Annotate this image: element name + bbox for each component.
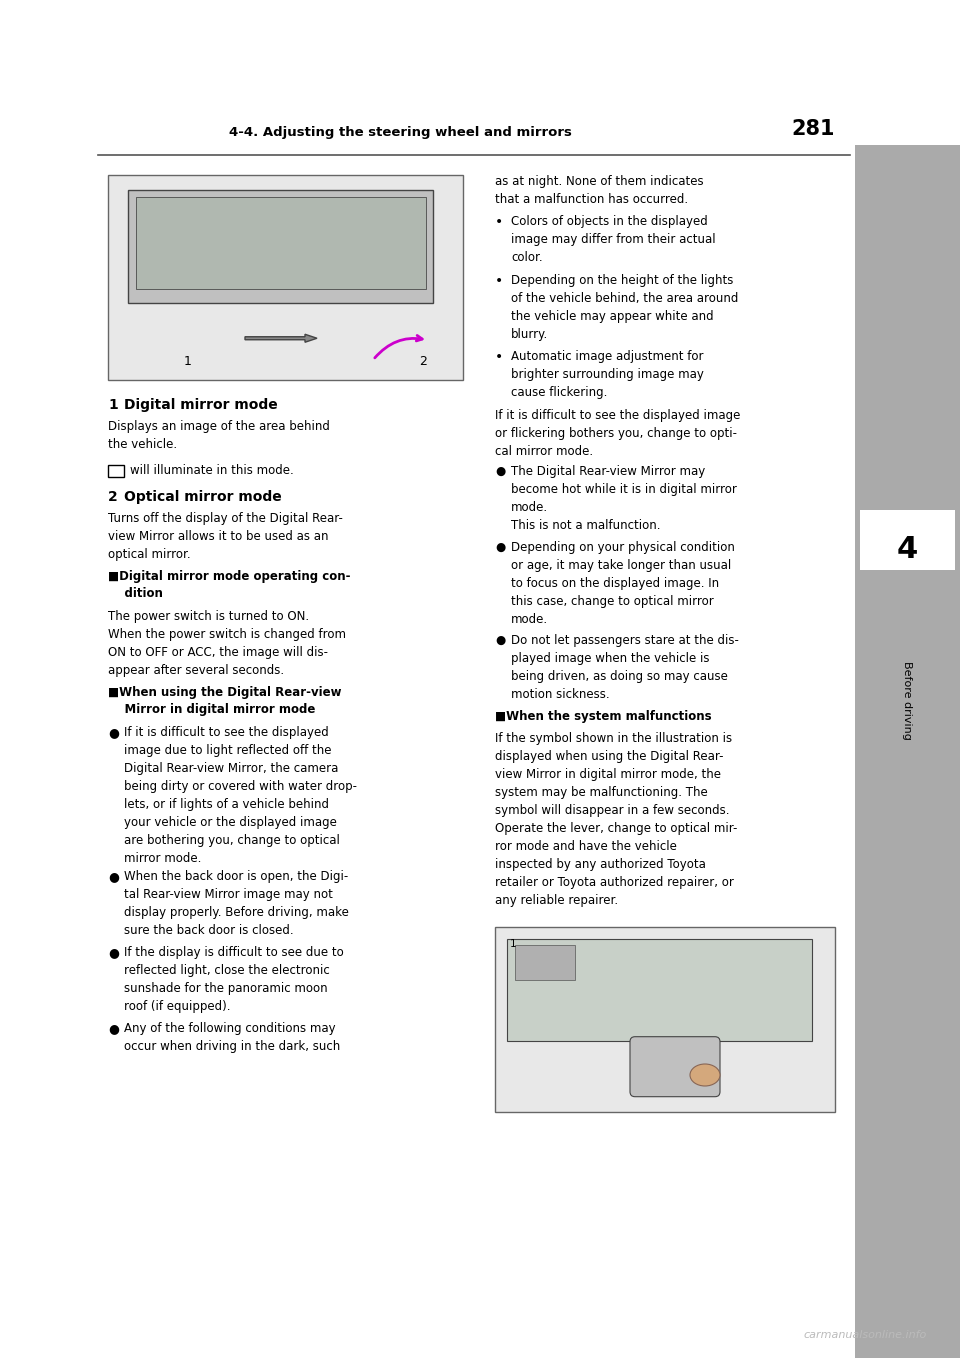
Text: Optical mirror mode: Optical mirror mode <box>124 490 281 504</box>
Bar <box>855 145 960 1358</box>
Bar <box>108 175 463 380</box>
Text: ■When the system malfunctions: ■When the system malfunctions <box>495 710 711 722</box>
Text: ■When using the Digital Rear-view
    Mirror in digital mirror mode: ■When using the Digital Rear-view Mirror… <box>108 686 342 716</box>
Text: •: • <box>495 274 503 288</box>
Bar <box>108 464 124 477</box>
Text: The power switch is turned to ON.
When the power switch is changed from
ON to OF: The power switch is turned to ON. When t… <box>108 610 346 678</box>
Text: Depending on your physical condition
or age, it may take longer than usual
to fo: Depending on your physical condition or … <box>511 540 734 626</box>
FancyArrow shape <box>245 334 317 342</box>
Text: Displays an image of the area behind
the vehicle.: Displays an image of the area behind the… <box>108 420 330 451</box>
Text: Do not let passengers stare at the dis-
played image when the vehicle is
being d: Do not let passengers stare at the dis- … <box>511 634 739 701</box>
Text: If the symbol shown in the illustration is
displayed when using the Digital Rear: If the symbol shown in the illustration … <box>495 732 737 907</box>
Text: If it is difficult to see the displayed image
or flickering bothers you, change : If it is difficult to see the displayed … <box>495 409 740 458</box>
Text: •: • <box>495 215 503 230</box>
Text: 2: 2 <box>420 354 427 368</box>
Text: ■Digital mirror mode operating con-
    dition: ■Digital mirror mode operating con- diti… <box>108 570 350 600</box>
Text: 1: 1 <box>108 398 118 411</box>
Text: Digital mirror mode: Digital mirror mode <box>124 398 277 411</box>
Bar <box>515 945 575 980</box>
Text: Turns off the display of the Digital Rear-
view Mirror allows it to be used as a: Turns off the display of the Digital Rea… <box>108 512 343 561</box>
Text: •: • <box>495 350 503 364</box>
Text: 281: 281 <box>791 120 835 139</box>
Text: ●: ● <box>108 1023 119 1035</box>
Text: 2: 2 <box>108 490 118 504</box>
Text: ●: ● <box>495 464 505 478</box>
Text: 1: 1 <box>184 354 192 368</box>
Text: as at night. None of them indicates
that a malfunction has occurred.: as at night. None of them indicates that… <box>495 175 704 206</box>
Text: ●: ● <box>495 540 505 554</box>
Text: If the display is difficult to see due to
reflected light, close the electronic
: If the display is difficult to see due t… <box>124 947 344 1013</box>
Text: Before driving: Before driving <box>902 660 912 740</box>
Text: Depending on the height of the lights
of the vehicle behind, the area around
the: Depending on the height of the lights of… <box>511 274 738 341</box>
Ellipse shape <box>690 1065 720 1086</box>
Text: Automatic image adjustment for
brighter surrounding image may
cause flickering.: Automatic image adjustment for brighter … <box>511 350 704 399</box>
Text: carmanualsonline.info: carmanualsonline.info <box>804 1329 926 1340</box>
Text: ●: ● <box>108 947 119 959</box>
Text: ●: ● <box>495 634 505 646</box>
Bar <box>495 928 835 1112</box>
Text: ●: ● <box>108 727 119 739</box>
FancyBboxPatch shape <box>630 1036 720 1097</box>
Text: ●: ● <box>108 870 119 883</box>
Text: will illuminate in this mode.: will illuminate in this mode. <box>130 464 294 477</box>
Bar <box>507 938 812 1040</box>
Text: The Digital Rear-view Mirror may
become hot while it is in digital mirror
mode.
: The Digital Rear-view Mirror may become … <box>511 464 737 532</box>
Text: Any of the following conditions may
occur when driving in the dark, such: Any of the following conditions may occu… <box>124 1023 340 1052</box>
Text: When the back door is open, the Digi-
tal Rear-view Mirror image may not
display: When the back door is open, the Digi- ta… <box>124 870 348 937</box>
Text: If it is difficult to see the displayed
image due to light reflected off the
Dig: If it is difficult to see the displayed … <box>124 727 357 865</box>
Bar <box>128 190 433 303</box>
Bar <box>860 511 955 570</box>
Text: 1: 1 <box>510 938 516 949</box>
Bar <box>136 197 426 289</box>
Text: 4: 4 <box>897 535 918 565</box>
Text: Colors of objects in the displayed
image may differ from their actual
color.: Colors of objects in the displayed image… <box>511 215 715 263</box>
Text: 4-4. Adjusting the steering wheel and mirrors: 4-4. Adjusting the steering wheel and mi… <box>228 126 571 139</box>
